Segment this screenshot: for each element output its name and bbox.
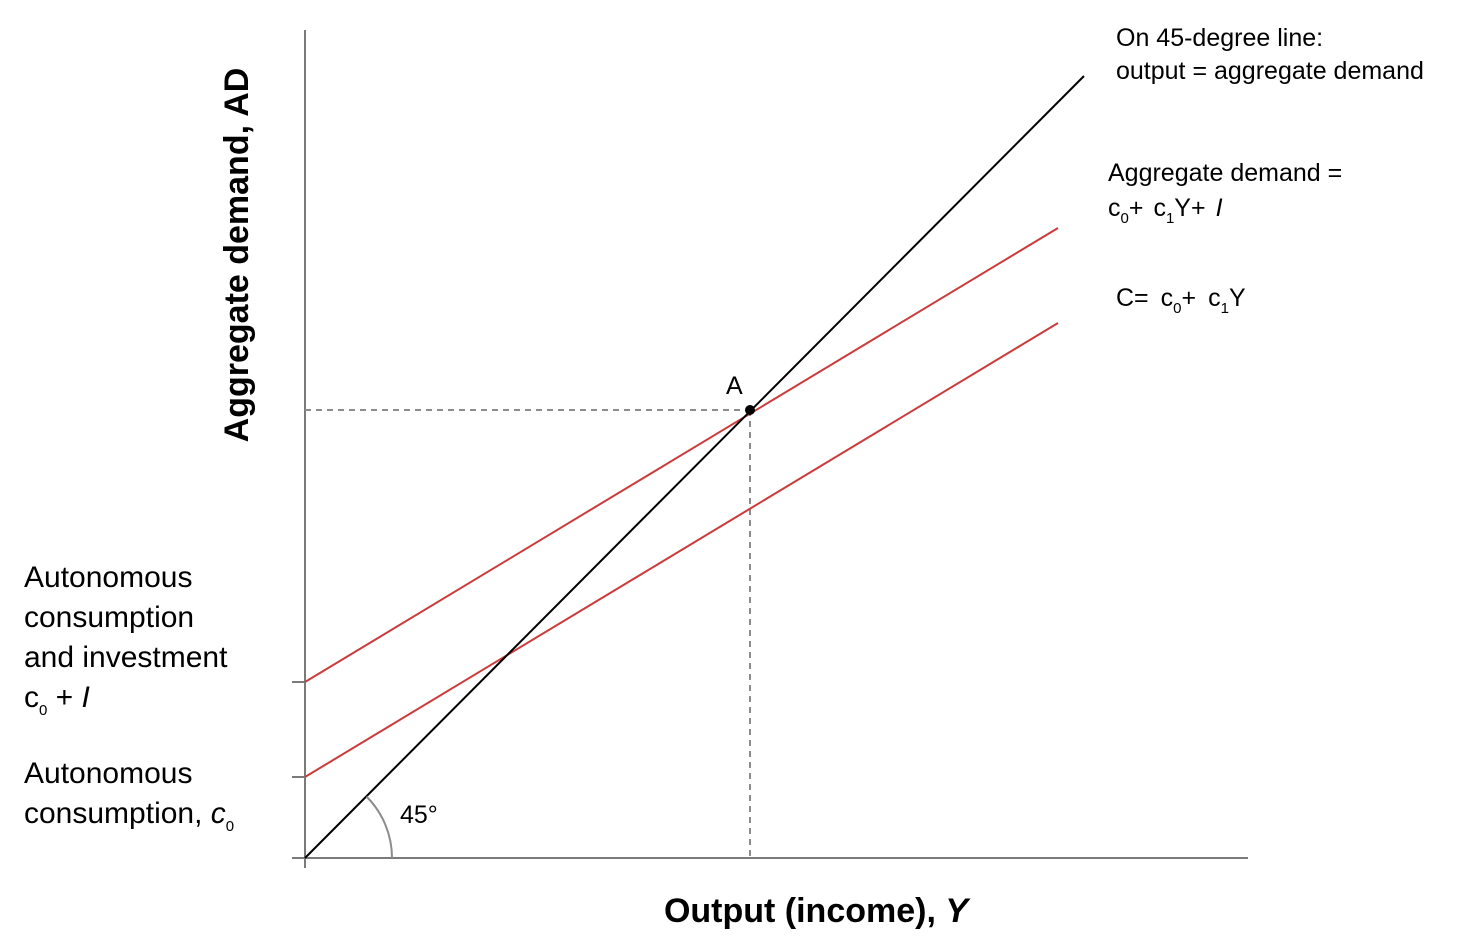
equilibrium-point — [745, 405, 755, 415]
line-45-label-line2: output = aggregate demand — [1116, 57, 1424, 85]
intercept-ad-formula: c0 + I — [24, 681, 90, 719]
consumption-line — [304, 322, 1059, 778]
forty-five-degree-line — [304, 75, 1085, 859]
intercept-ad-i: I — [82, 681, 90, 714]
c-eq-sub-0: 0 — [1173, 300, 1181, 317]
ad-eq-sub-1: 1 — [1166, 210, 1174, 227]
ad-eq-sub-0: 0 — [1121, 210, 1129, 227]
c-line-label-equation: C= c0+ c1Y — [1116, 284, 1246, 317]
intercept-ad-plus: + — [47, 681, 81, 714]
intercept-ad-sub-0: 0 — [39, 702, 47, 719]
intercept-ad-line3: and investment — [24, 641, 228, 674]
ad-line-label-line1: Aggregate demand = — [1108, 159, 1342, 187]
intercept-c-sub-0: 0 — [226, 818, 234, 835]
ad-eq-y: Y+ — [1174, 194, 1205, 222]
line-45-label-line1: On 45-degree line: — [1116, 24, 1323, 52]
ad-line-label-equation: c0+ c1Y+ I — [1108, 194, 1223, 227]
ad-eq-i: I — [1216, 194, 1223, 222]
intercept-ad-line1: Autonomous — [24, 561, 192, 594]
equilibrium-point-label: A — [726, 372, 743, 400]
angle-arc — [365, 795, 393, 859]
c-eq-plus: + — [1182, 284, 1197, 312]
c-eq-c1: c — [1208, 284, 1221, 312]
intercept-c-c: c — [211, 797, 226, 830]
c-eq-c-equals: C= — [1116, 284, 1149, 312]
x-axis-title-prefix: Output (income), — [664, 892, 945, 930]
x-axis-title: Output (income), Y — [664, 892, 971, 930]
c-eq-y: Y — [1229, 284, 1246, 312]
ad-eq-plus: + — [1129, 194, 1144, 222]
c-eq-sub-1: 1 — [1221, 300, 1229, 317]
intercept-ad-line2: consumption — [24, 601, 194, 634]
ad-eq-c: c — [1108, 194, 1121, 222]
intercept-c-text: consumption, — [24, 797, 211, 830]
ad-eq-c1: c — [1153, 194, 1166, 222]
intercept-ad-c: c — [24, 681, 39, 714]
aggregate-demand-line — [304, 227, 1059, 683]
angle-label: 45° — [400, 801, 438, 829]
y-axis-title: Aggregate demand, AD — [218, 68, 256, 443]
x-axis-title-var: Y — [945, 892, 971, 930]
c-eq-c: c — [1161, 284, 1174, 312]
intercept-c-line1: Autonomous — [24, 757, 192, 790]
intercept-c-line2: consumption, c0 — [24, 797, 234, 835]
